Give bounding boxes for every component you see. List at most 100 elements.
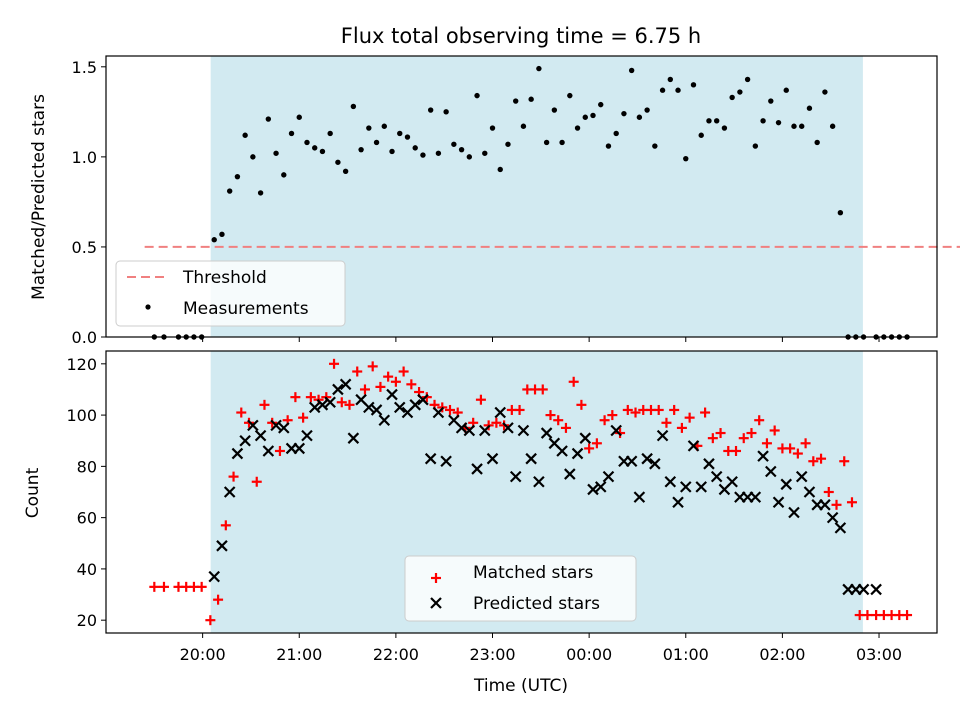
predicted-star-point xyxy=(571,447,584,460)
measurement-point xyxy=(613,130,619,137)
predicted-star-point xyxy=(579,432,592,444)
predicted-star-point xyxy=(509,470,522,483)
matched-star-point xyxy=(630,407,641,418)
predicted-star-point xyxy=(587,483,599,496)
legend-predicted-swatch xyxy=(430,597,442,609)
matched-star-point xyxy=(149,581,160,592)
measurement-point xyxy=(829,123,836,129)
predicted-star-point xyxy=(625,455,638,468)
measurement-point xyxy=(482,150,488,156)
predicted-star-point xyxy=(494,406,507,419)
matched-star-point xyxy=(622,404,633,415)
top-legend-box xyxy=(115,260,346,327)
matched-star-point xyxy=(839,456,850,467)
predicted-star-point xyxy=(679,481,692,493)
measurement-point xyxy=(822,89,828,95)
predicted-star-point xyxy=(602,470,615,483)
predicted-star-point xyxy=(324,396,336,409)
matched-star-point xyxy=(259,399,270,410)
matched-star-point xyxy=(792,448,803,459)
measurement-point xyxy=(783,87,789,93)
bottom-y-tick-label: 20 xyxy=(77,611,97,630)
matched-star-point xyxy=(537,384,548,395)
matched-star-point xyxy=(846,497,857,508)
matched-star-point xyxy=(746,428,757,439)
predicted-star-point xyxy=(780,478,793,491)
measurement-point xyxy=(690,82,697,88)
matched-star-point xyxy=(576,399,587,410)
top-y-tick-label: 1.5 xyxy=(72,58,97,77)
top-y-tick-label: 0.5 xyxy=(72,238,97,257)
measurement-points xyxy=(151,65,910,340)
measurement-point xyxy=(628,67,635,74)
measurement-point xyxy=(605,143,612,149)
measurement-point xyxy=(296,114,302,120)
predicted-star-point xyxy=(857,583,870,596)
matched-star-point xyxy=(584,443,595,454)
predicted-star-point xyxy=(301,429,313,442)
matched-star-point xyxy=(251,476,262,487)
predicted-star-point xyxy=(564,468,576,480)
measurement-point xyxy=(590,112,596,119)
measurement-point xyxy=(791,123,797,129)
predicted-star-point xyxy=(517,424,530,437)
measurement-point xyxy=(327,130,333,137)
measurement-point xyxy=(427,107,434,113)
matched-star-point xyxy=(298,412,309,423)
matched-star-point xyxy=(785,443,796,454)
measurement-point xyxy=(837,210,844,216)
predicted-star-point xyxy=(223,486,236,498)
matched-star-point xyxy=(444,404,455,415)
matched-star-point xyxy=(591,438,602,449)
bottom-x-tick-label: 20:00 xyxy=(180,645,226,664)
measurement-point xyxy=(713,118,720,124)
matched-star-point xyxy=(661,417,672,428)
measurement-point xyxy=(744,76,751,83)
matched-star-point xyxy=(290,392,301,403)
measurement-point xyxy=(752,143,759,149)
predicted-star-point xyxy=(208,570,221,583)
measurement-point xyxy=(366,125,372,131)
measurement-point xyxy=(420,152,426,158)
matched-star-point xyxy=(352,366,363,377)
matched-star-point xyxy=(653,404,664,415)
matched-star-point xyxy=(344,399,355,410)
predicted-star-point xyxy=(695,481,708,493)
matched-star-point xyxy=(902,610,913,621)
predicted-star-point xyxy=(788,506,800,519)
measurement-point xyxy=(497,166,503,173)
bottom-y-ticks: 20 40 60 80 100 120 xyxy=(66,355,106,630)
top-y-tick-label: 0.0 xyxy=(72,328,97,347)
x-axis-label: Time (UTC) xyxy=(473,676,568,696)
measurement-point xyxy=(799,123,805,129)
predicted-star-point xyxy=(363,401,375,414)
measurement-point xyxy=(567,92,573,99)
predicted-star-point xyxy=(556,445,568,457)
measurement-point xyxy=(636,114,643,120)
measurement-point xyxy=(273,150,279,156)
legend-measurements-swatch xyxy=(145,304,151,310)
predicted-star-point xyxy=(749,491,762,503)
measurement-point xyxy=(451,141,457,147)
measurement-point xyxy=(288,130,295,137)
matched-star-point xyxy=(398,366,409,377)
measurement-point xyxy=(381,123,387,129)
matched-star-point xyxy=(862,610,873,621)
matched-star-point xyxy=(475,394,486,405)
predicted-star-point xyxy=(479,424,491,437)
predicted-star-point xyxy=(370,404,383,416)
predicted-star-point xyxy=(656,429,669,442)
measurement-point xyxy=(373,139,380,146)
predicted-star-point xyxy=(432,406,445,419)
measurement-point xyxy=(721,125,728,131)
legend-threshold-label: Threshold xyxy=(182,268,267,288)
matched-star-point xyxy=(228,471,239,482)
bottom-y-tick-label: 80 xyxy=(77,457,97,476)
measurement-point xyxy=(675,87,681,93)
legend-predicted-label: Predicted stars xyxy=(473,594,600,614)
measurement-point xyxy=(474,92,480,99)
predicted-star-point xyxy=(664,475,677,488)
matched-star-point xyxy=(707,433,718,444)
matched-star-point xyxy=(553,415,564,426)
predicted-star-point xyxy=(765,465,777,478)
